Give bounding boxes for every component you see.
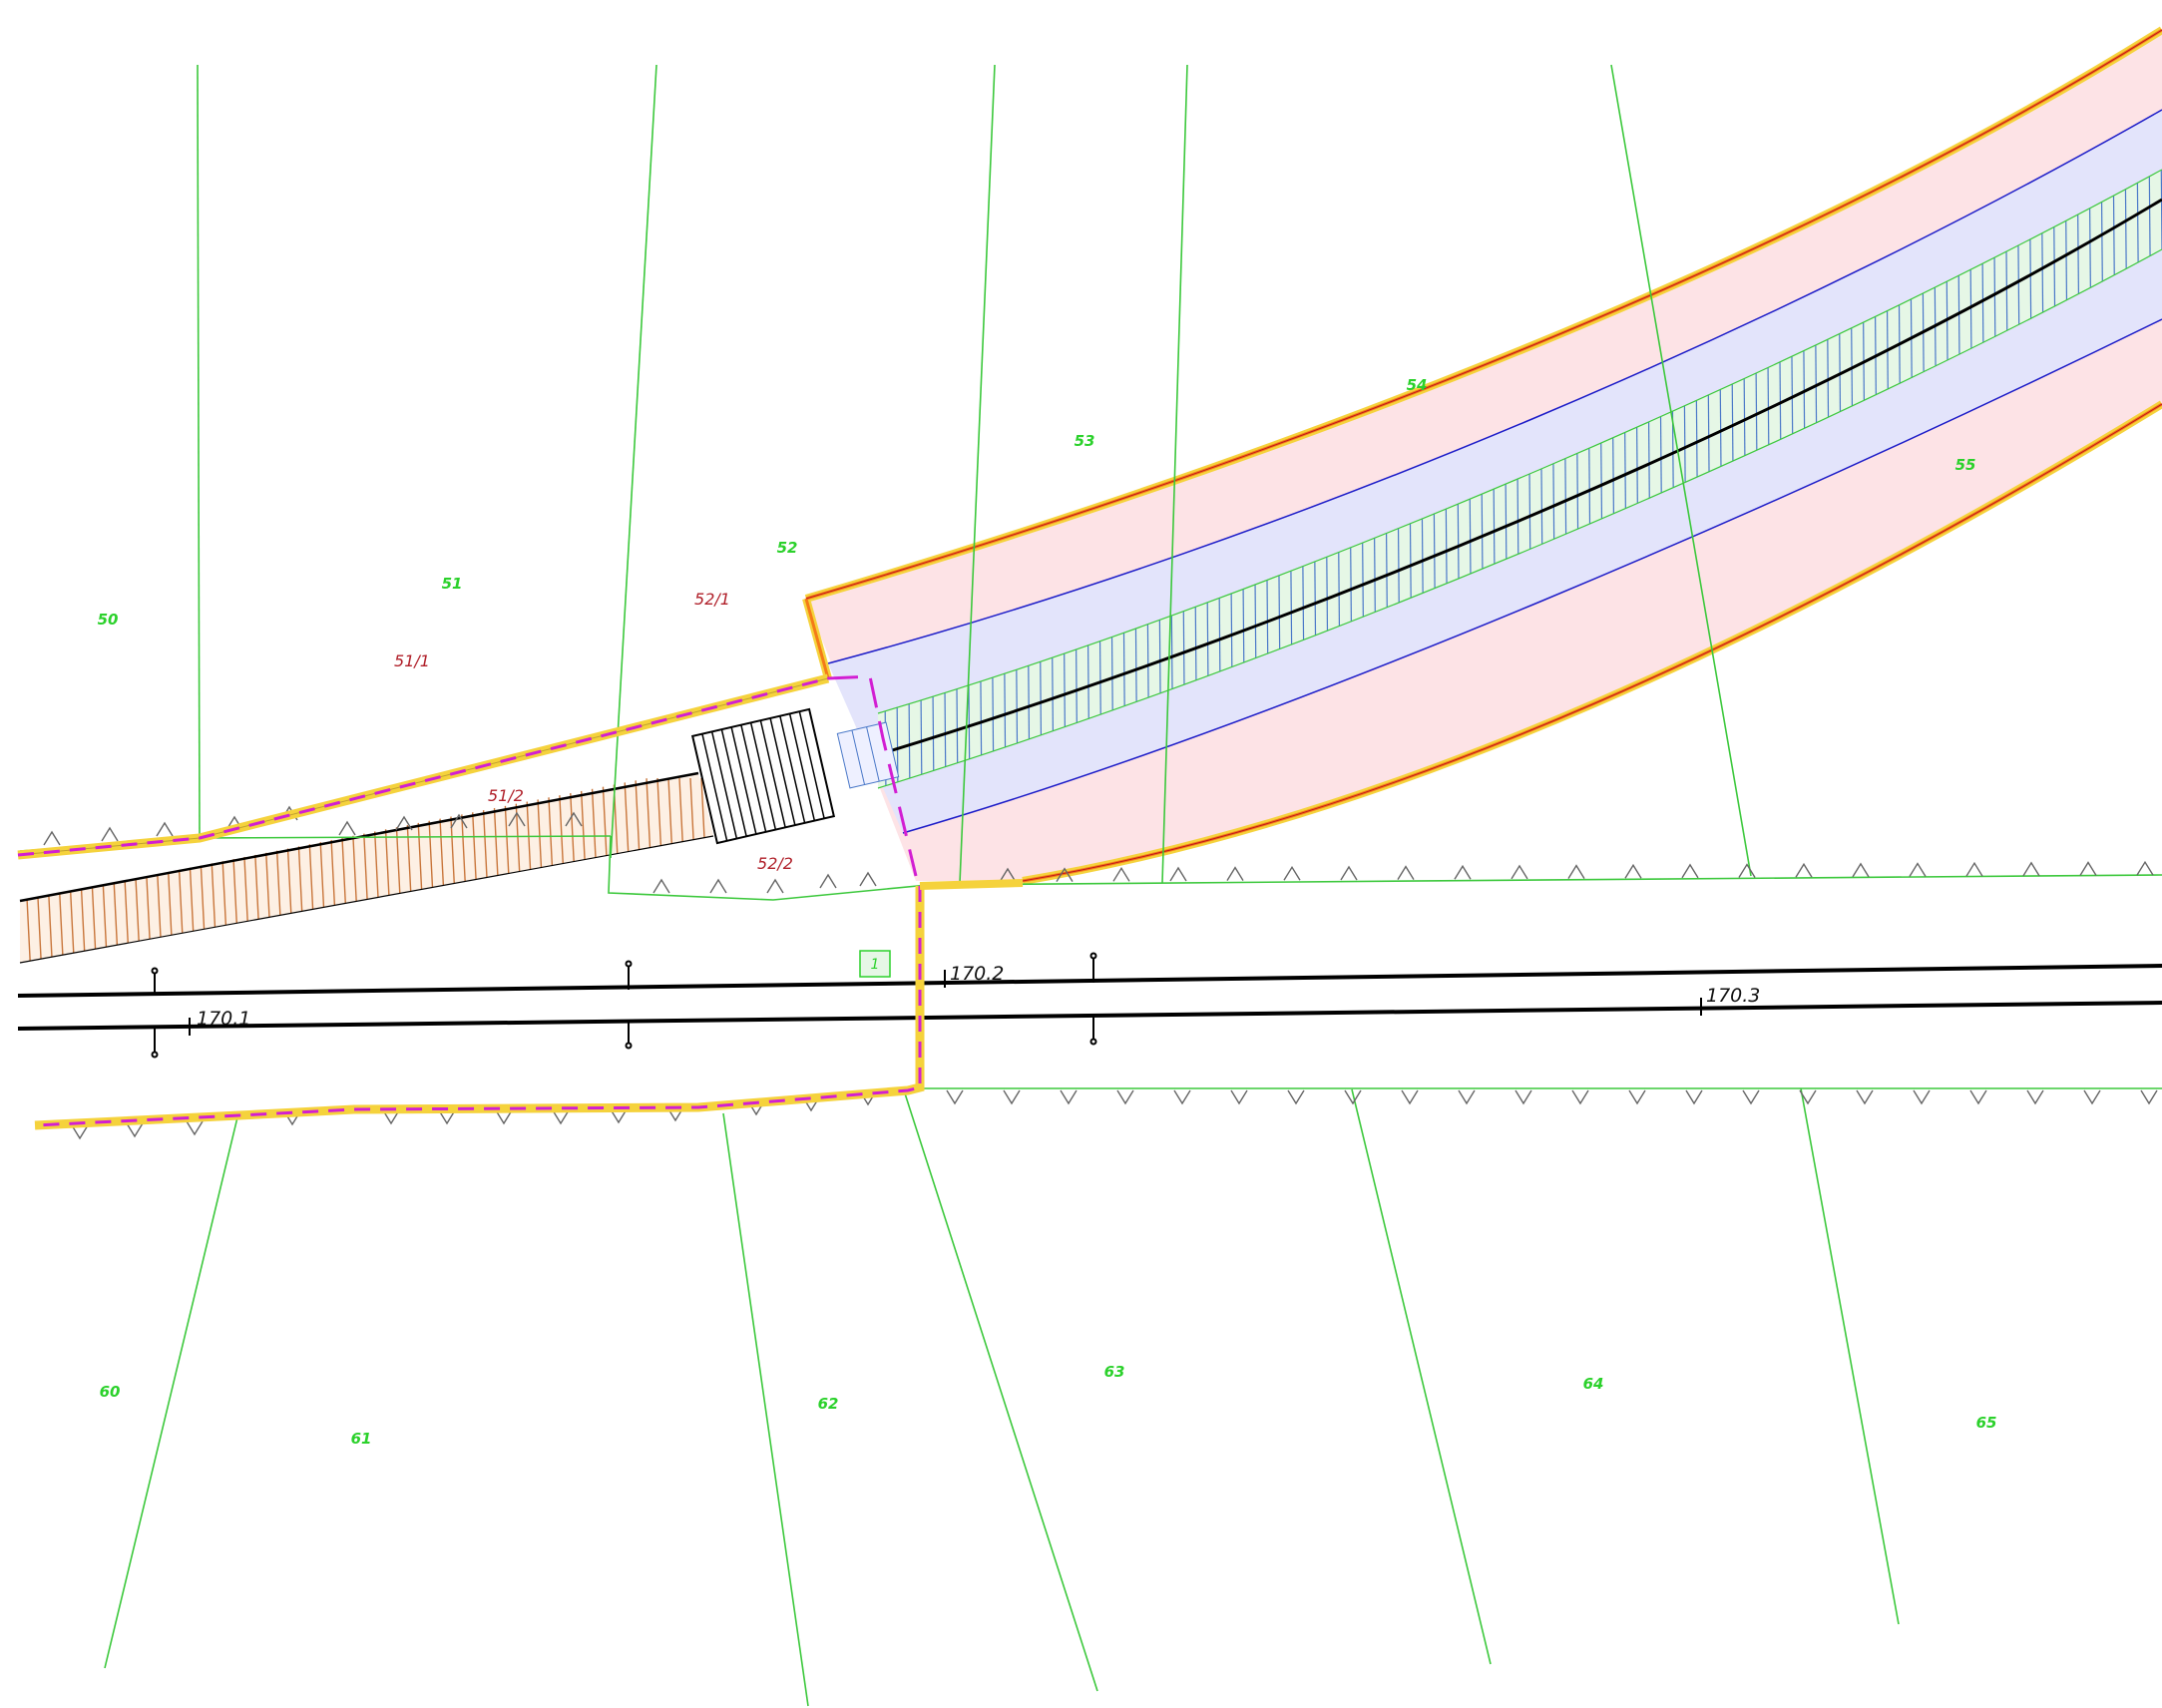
parcel-label-50: 50 (98, 611, 119, 629)
parcel-label-61: 61 (351, 1430, 372, 1448)
parcel-label-53: 53 (1075, 432, 1095, 450)
rail-track-upper (17, 964, 2162, 998)
subparcel-labels: 51/1 51/2 52/1 52/2 (394, 590, 793, 873)
parcel-labels: 50 51 52 53 54 55 60 61 62 63 64 65 (98, 376, 1997, 1448)
subparcel-label-52-1: 52/1 (694, 590, 730, 609)
parcel-label-60: 60 (100, 1383, 121, 1401)
rail-marks (151, 952, 1702, 1059)
parcel-label-55: 55 (1955, 456, 1976, 474)
road-edge-lower (902, 318, 2162, 834)
svg-text:1: 1 (871, 957, 880, 973)
subparcel-label-52-2: 52/2 (757, 854, 793, 873)
marker-box: 1 (859, 950, 891, 978)
subparcel-label-51-2: 51/2 (488, 786, 524, 805)
parcel-label-65: 65 (1976, 1414, 1997, 1432)
parcel-label-51: 51 (442, 575, 463, 593)
access-road-area (20, 773, 713, 963)
parcel-label-52: 52 (777, 539, 798, 557)
median-edge-upper (877, 169, 2162, 714)
parcel-label-64: 64 (1583, 1375, 1604, 1393)
project-boundary (17, 673, 1024, 1130)
road-median-area (878, 170, 2162, 788)
parcel-label-62: 62 (818, 1395, 839, 1413)
road-centerline (865, 198, 2162, 760)
rail-track-lower (17, 1001, 2162, 1031)
chainage-label-170-1: 170.1 (197, 1008, 250, 1030)
parcel-label-54: 54 (1407, 376, 1428, 394)
bridge-structure (690, 707, 836, 845)
chainage-label-170-3: 170.3 (1706, 985, 1760, 1007)
access-road-edge-lower (19, 835, 714, 964)
parcel-label-63: 63 (1104, 1363, 1125, 1381)
chainage-label-170-2: 170.2 (950, 963, 1004, 985)
median-edge-lower (877, 248, 2162, 789)
road-edge-upper (827, 109, 2162, 664)
subparcel-label-51-1: 51/1 (394, 651, 430, 670)
